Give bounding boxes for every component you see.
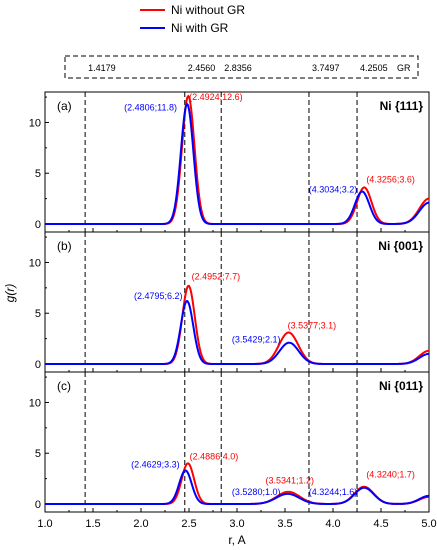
y-tick-label: 5 xyxy=(35,168,41,180)
peak-annotation: (2.4952;7.7) xyxy=(192,272,241,282)
y-tick-label: 5 xyxy=(35,308,41,320)
y-axis-label: g(r) xyxy=(3,284,17,303)
marker-box-frame xyxy=(64,55,419,79)
marker-label: 4.2505 xyxy=(360,63,388,73)
panel-3: 0 5 10 (c) Ni {011} (2.4629;3.3) (2.4886;4.0) (… xyxy=(29,371,437,530)
series-line-with-gr xyxy=(45,469,430,505)
x-tick-label: 4.0 xyxy=(325,518,340,530)
peak-annotation: (2.4629;3.3) xyxy=(131,459,180,469)
peak-annotation: (2.4795;6.2) xyxy=(134,291,183,301)
marker-label: 2.4560 xyxy=(188,63,216,73)
marker-label: 2.8356 xyxy=(224,63,252,73)
marker-label: 3.7497 xyxy=(312,63,340,73)
peak-annotation: (3.5280;1.0) xyxy=(232,487,281,497)
y-tick-label: 0 xyxy=(35,359,41,371)
panel-title: Ni {011} xyxy=(379,379,423,393)
panel-letter: (a) xyxy=(57,99,72,113)
y-tick-label: 10 xyxy=(29,397,41,409)
legend-label-without-gr: Ni without GR xyxy=(171,3,245,17)
panel-2: 0 5 10 (b) Ni {001} (2.4795;6.2) (2.4952;7.7) (… xyxy=(29,231,430,373)
peak-annotation: (4.3034;3.2) xyxy=(309,185,358,195)
x-axis-label: r, A xyxy=(228,533,245,547)
legend: Ni without GR Ni with GR xyxy=(140,3,245,35)
x-tick-label: 2.0 xyxy=(133,518,148,530)
x-tick-label: 3.5 xyxy=(277,518,292,530)
y-tick-label: 0 xyxy=(35,499,41,511)
panel-letter: (b) xyxy=(57,239,72,253)
marker-label: 1.4179 xyxy=(88,63,116,73)
marker-box-gr-label: GR xyxy=(397,63,411,73)
y-tick-label: 5 xyxy=(35,448,41,460)
y-tick-label: 10 xyxy=(29,257,41,269)
peak-annotation: (4.3256;3.6) xyxy=(366,174,415,184)
peak-annotation: (3.5341;1.2) xyxy=(266,476,315,486)
peak-annotation: (2.4806;11.8) xyxy=(124,102,177,112)
panel-title: Ni {111} xyxy=(380,99,424,113)
peak-annotation: (3.5377;3.1) xyxy=(288,320,337,330)
series-line-without-gr xyxy=(45,94,430,225)
panel-title: Ni {001} xyxy=(378,239,423,253)
peak-annotation: (3.5429;2.1) xyxy=(232,335,281,345)
distance-marker-box: 1.4179 2.4560 2.8356 3.7497 4.2505 GR xyxy=(64,55,419,79)
peak-annotation: (4.3240;1.7) xyxy=(366,470,415,480)
panel-frame xyxy=(44,231,430,373)
peak-annotation: (2.4924;12.6) xyxy=(189,92,243,102)
peak-annotation: (4.3244;1.6) xyxy=(309,487,358,497)
peak-annotation: (2.4886;4.0) xyxy=(190,451,239,461)
x-tick-label: 1.0 xyxy=(37,518,52,530)
legend-label-with-gr: Ni with GR xyxy=(171,21,229,35)
y-tick-label: 0 xyxy=(35,219,41,231)
x-tick-label: 4.5 xyxy=(373,518,388,530)
panel-1: 0 5 10 (a) Ni {111} (2.4806;11.8) (2.4924;12.6… xyxy=(29,91,430,233)
x-tick-label: 5.0 xyxy=(421,518,436,530)
x-tick-label: 2.5 xyxy=(181,518,196,530)
series-line-with-gr xyxy=(45,299,430,365)
series-line-with-gr xyxy=(45,102,430,225)
x-tick-label: 1.5 xyxy=(85,518,100,530)
x-tick-label: 3.0 xyxy=(229,518,244,530)
series-line-without-gr xyxy=(45,284,430,365)
y-tick-label: 10 xyxy=(29,117,41,129)
panel-letter: (c) xyxy=(57,379,71,393)
